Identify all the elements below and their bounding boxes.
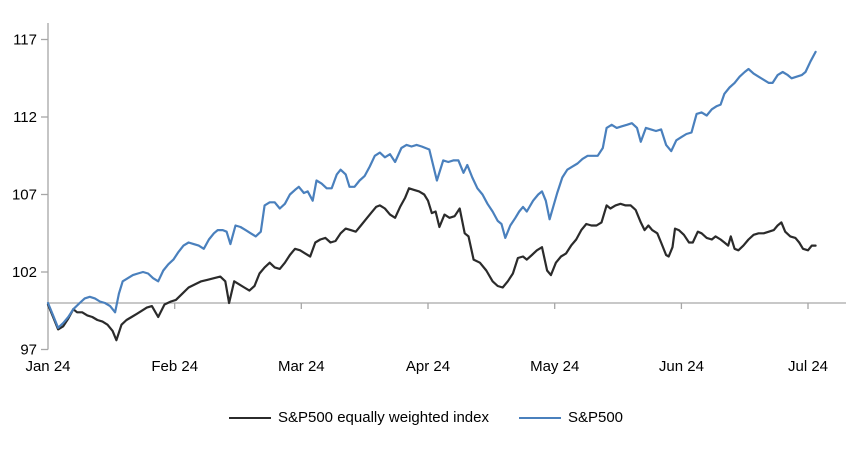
- x-tick-label: Jan 24: [25, 358, 70, 375]
- legend-swatch-sp500: [518, 416, 561, 419]
- x-tick-label: May 24: [530, 358, 579, 375]
- legend-label-sp500-equal-weight: S&P500 equally weighted index: [277, 409, 489, 426]
- legend-item-sp500: S&P500: [518, 409, 624, 426]
- plot-area: 97 102 107 112 117 Jan 24 Feb 24 Mar 24 Apr 24 Ma…: [12, 23, 846, 375]
- chart-legend: S&P500 equally weighted index S&P500: [0, 409, 852, 426]
- y-tick-label: 107: [12, 187, 37, 204]
- x-tick-label: Apr 24: [406, 358, 450, 375]
- legend-item-sp500-equal-weight: S&P500 equally weighted index: [228, 409, 489, 426]
- x-tick-label: Jun 24: [659, 358, 704, 375]
- series-line-sp500: [46, 50, 817, 329]
- y-tick-label: 102: [12, 264, 37, 281]
- series-line-sp500-equal-weight: [46, 187, 817, 342]
- y-tick-label: 112: [13, 109, 37, 126]
- y-tick-label: 97: [20, 342, 37, 359]
- x-tick-label: Feb 24: [151, 358, 198, 375]
- y-tick-label: 117: [13, 32, 37, 49]
- x-tick-label: Jul 24: [788, 358, 828, 375]
- legend-swatch-sp500-equal-weight: [228, 416, 271, 419]
- x-tick-label: Mar 24: [278, 358, 325, 375]
- legend-label-sp500: S&P500: [567, 409, 624, 426]
